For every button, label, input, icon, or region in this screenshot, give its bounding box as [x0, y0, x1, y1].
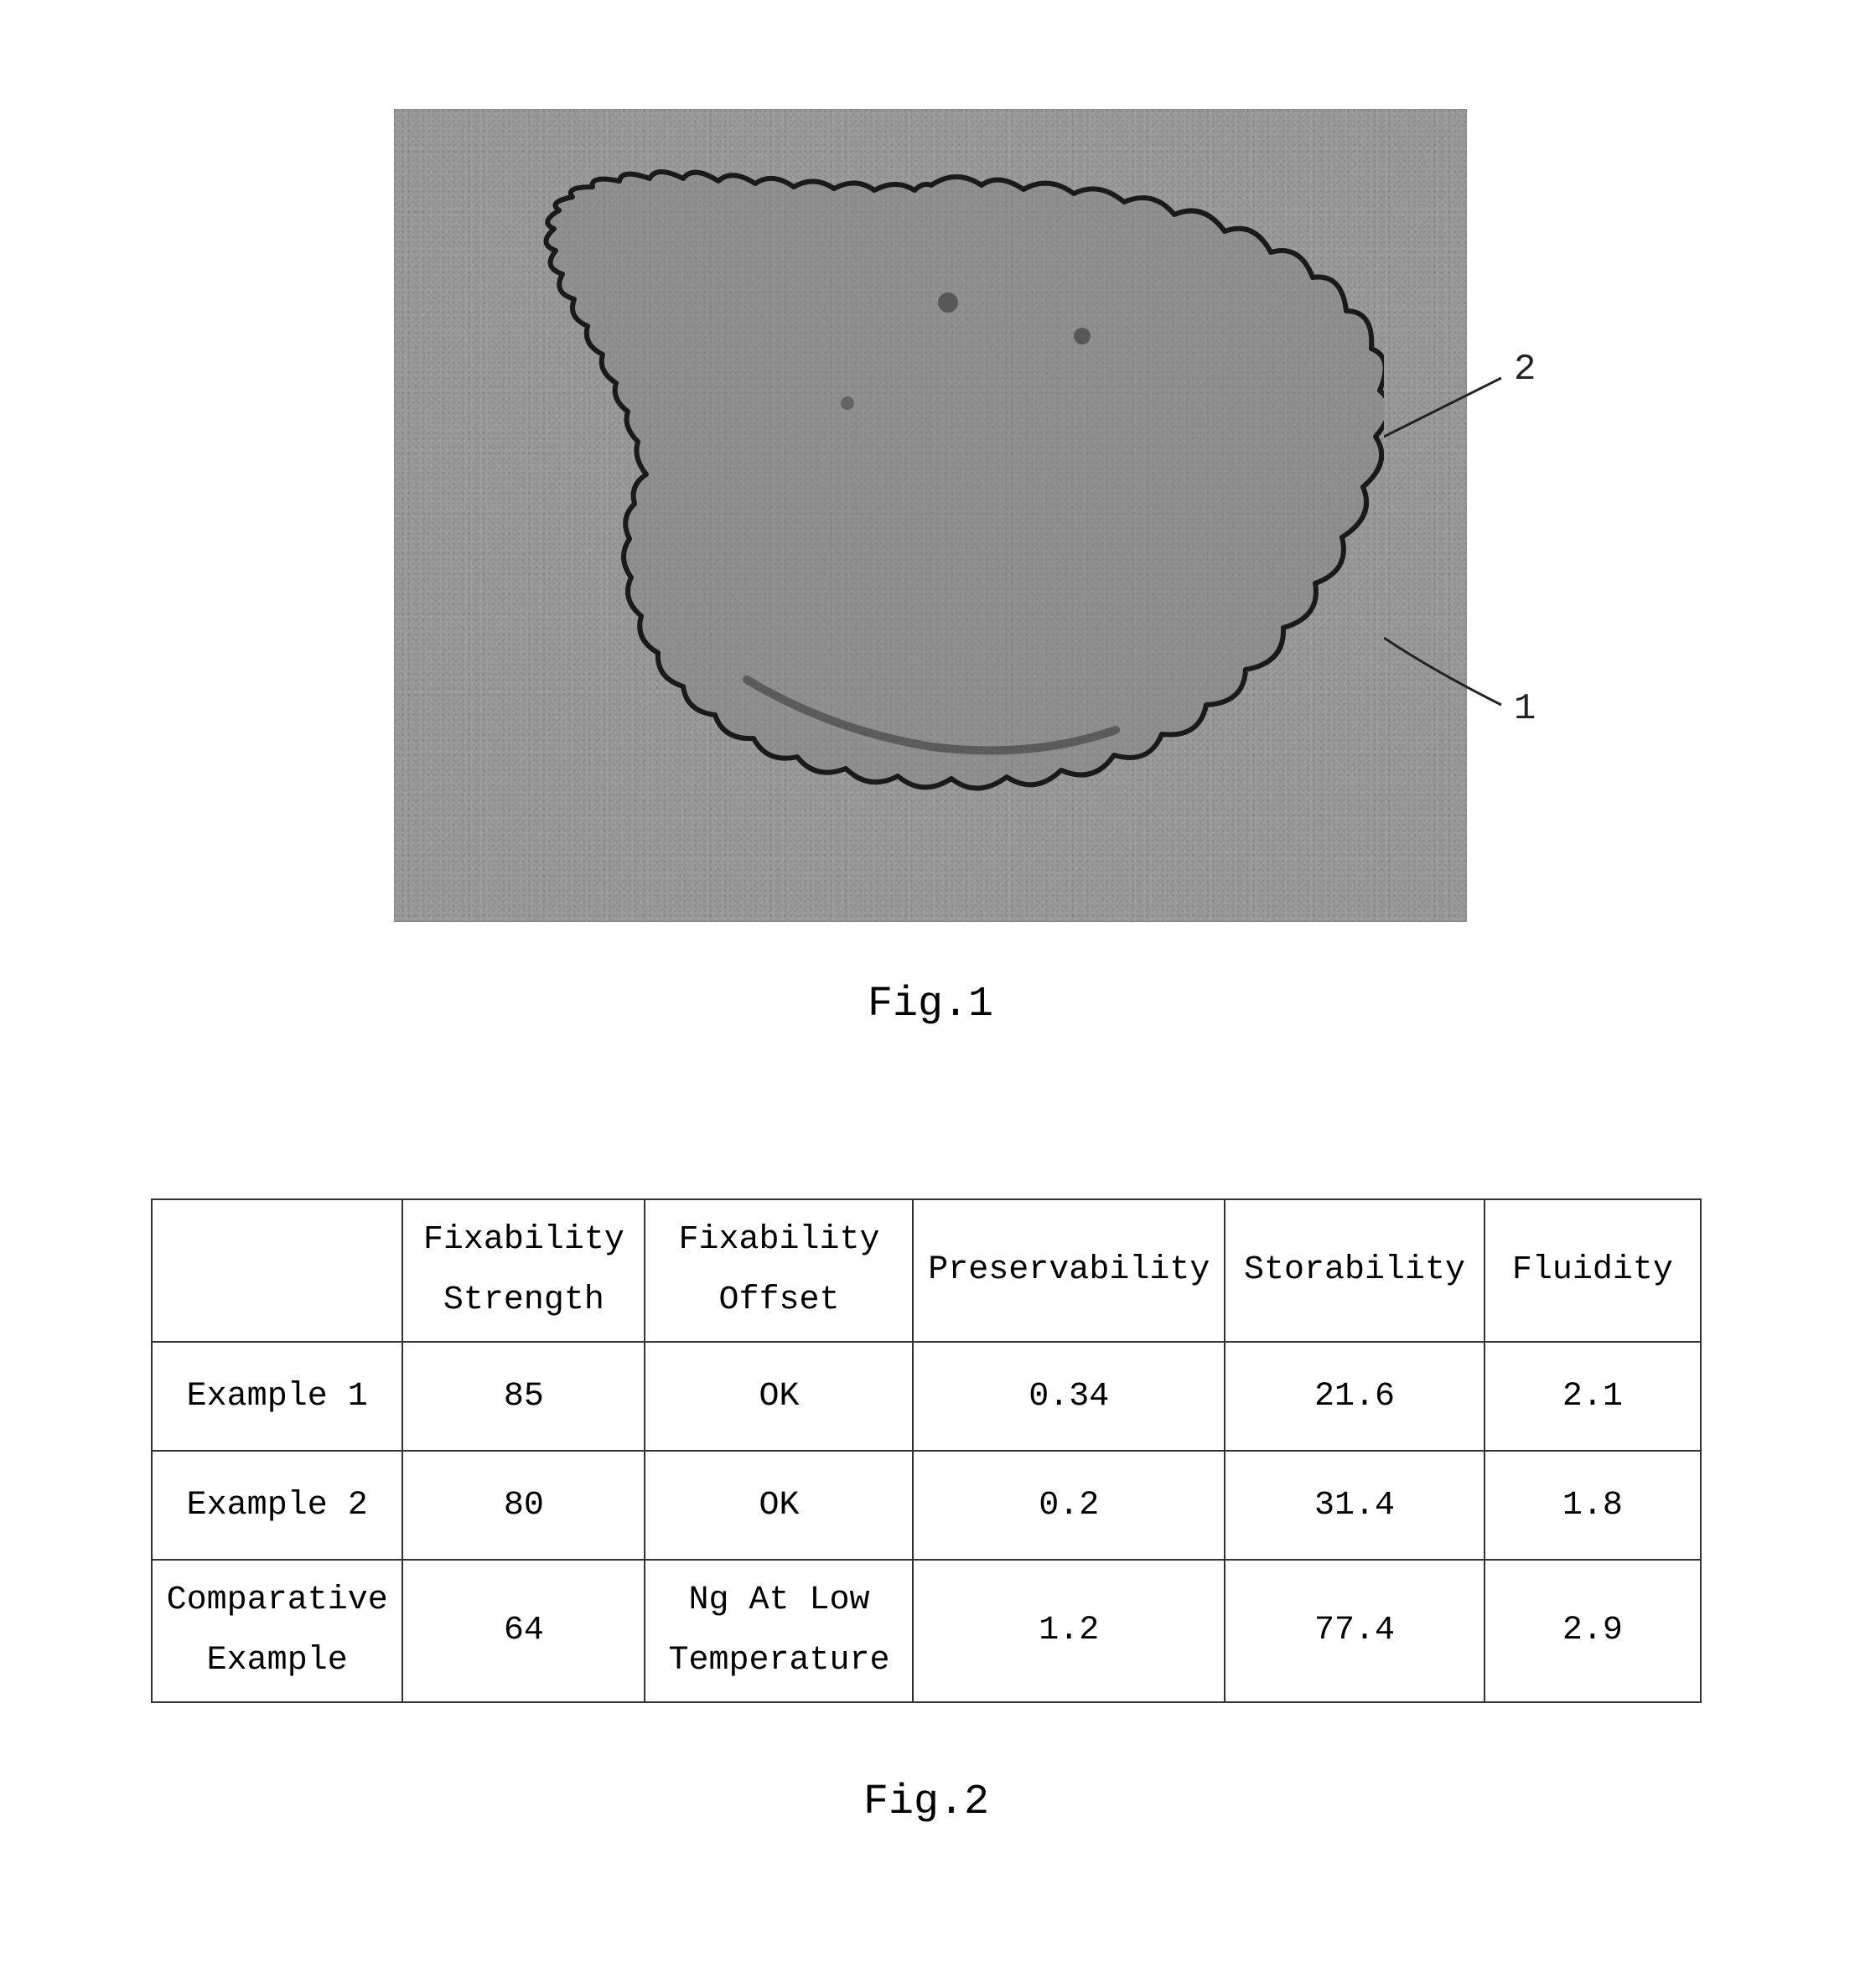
header-storability: Storability: [1225, 1199, 1485, 1342]
header-text: Strength: [443, 1281, 604, 1319]
cell-value: 2.1: [1485, 1342, 1701, 1451]
figure-2-caption: Fig.2: [151, 1778, 1702, 1826]
row-label: Example 1: [152, 1342, 402, 1451]
header-preservability: Preservability: [913, 1199, 1225, 1342]
cell-value: 2.9: [1485, 1560, 1701, 1702]
cell-value: 85: [402, 1342, 645, 1451]
row-label-text: Example: [207, 1642, 348, 1680]
cell-value: OK: [645, 1451, 913, 1560]
header-text: Fluidity: [1512, 1251, 1673, 1289]
cell-text: Temperature: [668, 1642, 889, 1680]
cell-value: 0.2: [913, 1451, 1225, 1560]
table-row: Example 2 80 OK 0.2 31.4 1.8: [152, 1451, 1701, 1560]
table-row: Comparative Example 64 Ng At Low Tempera…: [152, 1560, 1701, 1702]
figure-2: Fixability Strength Fixability Offset Pr…: [151, 1198, 1702, 1826]
cell-value: 1.8: [1485, 1451, 1701, 1560]
header-fixability-strength: Fixability Strength: [402, 1199, 645, 1342]
callout-label-1: 1: [1514, 688, 1536, 730]
header-text: Preservability: [928, 1251, 1210, 1289]
cell-text: Ng At Low: [688, 1582, 869, 1619]
header-text: Storability: [1244, 1251, 1465, 1289]
figure-1: 2 1 Fig.1: [394, 109, 1467, 1028]
cell-value: OK: [645, 1342, 913, 1451]
particle-outline: [495, 160, 1384, 856]
row-label-text: Comparative: [167, 1582, 388, 1619]
row-label: Example 2: [152, 1451, 402, 1560]
header-fluidity: Fluidity: [1485, 1199, 1701, 1342]
cell-value: 31.4: [1225, 1451, 1485, 1560]
header-blank: [152, 1199, 402, 1342]
header-text: Fixability: [678, 1221, 879, 1259]
cell-value: 1.2: [913, 1560, 1225, 1702]
figure-1-caption: Fig.1: [394, 981, 1467, 1028]
row-label: Comparative Example: [152, 1560, 402, 1702]
cell-value: 0.34: [913, 1342, 1225, 1451]
cell-value: 80: [402, 1451, 645, 1560]
cell-value: Ng At Low Temperature: [645, 1560, 913, 1702]
header-text: Fixability: [423, 1221, 624, 1259]
callout-label-2: 2: [1514, 349, 1536, 391]
table-header-row: Fixability Strength Fixability Offset Pr…: [152, 1199, 1701, 1342]
header-fixability-offset: Fixability Offset: [645, 1199, 913, 1342]
cell-value: 64: [402, 1560, 645, 1702]
table-row: Example 1 85 OK 0.34 21.6 2.1: [152, 1342, 1701, 1451]
micrograph-image: 2 1: [394, 109, 1467, 922]
header-text: Offset: [718, 1281, 839, 1319]
results-table: Fixability Strength Fixability Offset Pr…: [151, 1198, 1702, 1703]
cell-value: 77.4: [1225, 1560, 1485, 1702]
cell-value: 21.6: [1225, 1342, 1485, 1451]
